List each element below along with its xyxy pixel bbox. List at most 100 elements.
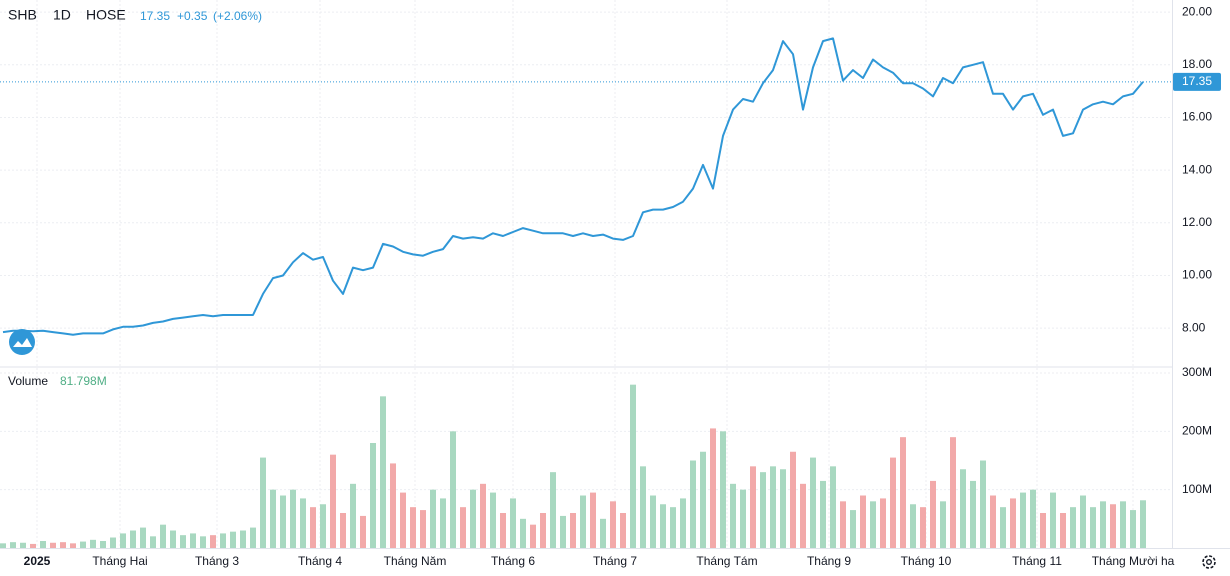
volume-bar xyxy=(40,541,46,548)
last-price: 17.35 xyxy=(140,9,170,23)
y-tick-label: 8.00 xyxy=(1182,320,1206,334)
volume-bar xyxy=(1030,489,1036,548)
volume-bar xyxy=(480,483,486,548)
volume-bar xyxy=(710,428,716,548)
volume-bar xyxy=(300,498,306,548)
volume-bar xyxy=(640,466,646,548)
volume-bar xyxy=(840,501,846,548)
volume-bar xyxy=(270,489,276,548)
volume-bar xyxy=(720,431,726,548)
price-line xyxy=(2,37,1144,336)
change-percent: (+2.06%) xyxy=(213,9,262,23)
volume-bar xyxy=(1080,495,1086,548)
volume-bar xyxy=(80,541,86,548)
y-tick-label: 14.00 xyxy=(1182,162,1212,176)
settings-button[interactable] xyxy=(1202,555,1216,569)
y-tick-label: 300M xyxy=(1182,365,1212,379)
volume-bar xyxy=(770,466,776,548)
y-tick-label: 18.00 xyxy=(1182,57,1212,71)
volume-bar xyxy=(1050,492,1056,548)
x-tick-label: Tháng 9 xyxy=(807,554,851,568)
volume-bar xyxy=(920,507,926,548)
volume-bar xyxy=(620,513,626,548)
volume-bar xyxy=(1140,500,1146,548)
volume-bar xyxy=(280,495,286,548)
volume-bar xyxy=(10,542,16,548)
volume-bar xyxy=(1060,513,1066,548)
volume-bar xyxy=(1070,507,1076,548)
volume-bar xyxy=(330,454,336,548)
volume-bar xyxy=(360,515,366,548)
volume-bar xyxy=(750,466,756,548)
x-tick-label: Tháng 11 xyxy=(1012,554,1062,568)
volume-bar xyxy=(1100,501,1106,548)
volume-bar xyxy=(780,469,786,548)
volume-bar xyxy=(130,530,136,548)
volume-bar xyxy=(960,469,966,548)
logo xyxy=(9,329,35,355)
volume-bar xyxy=(160,524,166,548)
volume-bar xyxy=(740,489,746,548)
volume-bar xyxy=(30,543,36,548)
volume-bar xyxy=(50,542,56,548)
x-tick-label: Tháng 4 xyxy=(298,554,342,568)
marks: 17.35 xyxy=(0,37,1221,548)
volume-bar xyxy=(910,504,916,548)
volume-bar xyxy=(390,463,396,548)
volume-bar xyxy=(990,495,996,548)
volume-title: Volume xyxy=(8,374,48,388)
volume-bar xyxy=(560,515,566,548)
volume-bar xyxy=(600,518,606,548)
volume-bar xyxy=(180,535,186,548)
volume-bar xyxy=(380,396,386,548)
volume-bar xyxy=(860,495,866,548)
volume-bar xyxy=(370,443,376,548)
volume-bar xyxy=(950,437,956,548)
volume-bar xyxy=(120,533,126,548)
x-tick-label: Tháng 3 xyxy=(195,554,239,568)
volume-bar xyxy=(290,489,296,548)
volume-bar xyxy=(460,507,466,548)
volume-bar xyxy=(580,495,586,548)
last-price-tag xyxy=(1173,72,1221,91)
volume-bar xyxy=(1130,510,1136,548)
volume-bar xyxy=(510,498,516,548)
interval: 1D xyxy=(53,7,71,23)
volume-bar xyxy=(760,472,766,548)
volume-bar xyxy=(140,527,146,548)
x-tick-label: Tháng Mười ha xyxy=(1092,554,1175,568)
volume-bar xyxy=(530,524,536,548)
volume-bar xyxy=(870,501,876,548)
x-tick-label: 2025 xyxy=(24,554,51,568)
volume-bar xyxy=(520,518,526,548)
volume-bar xyxy=(900,437,906,548)
volume-bar xyxy=(650,495,656,548)
volume-bar xyxy=(550,472,556,548)
volume-bar xyxy=(420,510,426,548)
volume-bar xyxy=(670,507,676,548)
volume-bar xyxy=(700,451,706,548)
volume-bar xyxy=(810,457,816,548)
y-tick-label: 16.00 xyxy=(1182,110,1212,124)
volume-bar xyxy=(690,460,696,548)
volume-bar xyxy=(850,510,856,548)
volume-bar xyxy=(680,498,686,548)
volume-bar xyxy=(1090,507,1096,548)
volume-bar xyxy=(970,480,976,548)
change: +0.35 xyxy=(177,9,208,23)
x-tick-label: Tháng 6 xyxy=(491,554,535,568)
volume-bar xyxy=(190,533,196,548)
symbol: SHB xyxy=(8,7,37,23)
volume-bar xyxy=(930,480,936,548)
x-tick-label: Tháng Năm xyxy=(384,554,447,568)
volume-bar xyxy=(230,531,236,548)
volume-bar xyxy=(1110,504,1116,548)
volume-legend-value: 81.798M xyxy=(60,374,107,388)
volume-bar xyxy=(100,541,106,548)
volume-bar xyxy=(320,504,326,548)
volume-bar xyxy=(60,542,66,548)
volume-bar xyxy=(90,539,96,548)
volume-bar xyxy=(410,507,416,548)
volume-bar xyxy=(400,492,406,548)
volume-bar xyxy=(210,535,216,548)
